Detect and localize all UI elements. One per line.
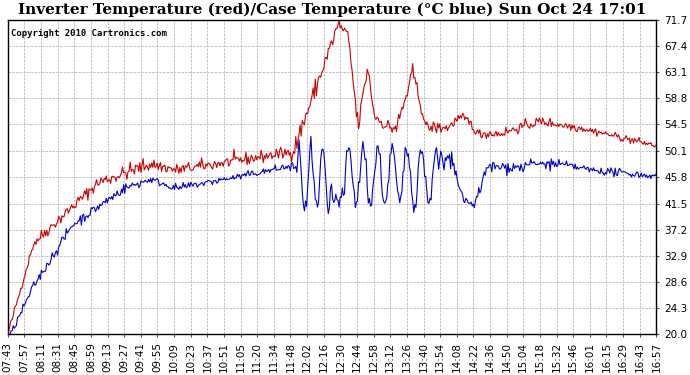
Text: Copyright 2010 Cartronics.com: Copyright 2010 Cartronics.com <box>11 29 167 38</box>
Title: Inverter Temperature (red)/Case Temperature (°C blue) Sun Oct 24 17:01: Inverter Temperature (red)/Case Temperat… <box>18 3 647 17</box>
